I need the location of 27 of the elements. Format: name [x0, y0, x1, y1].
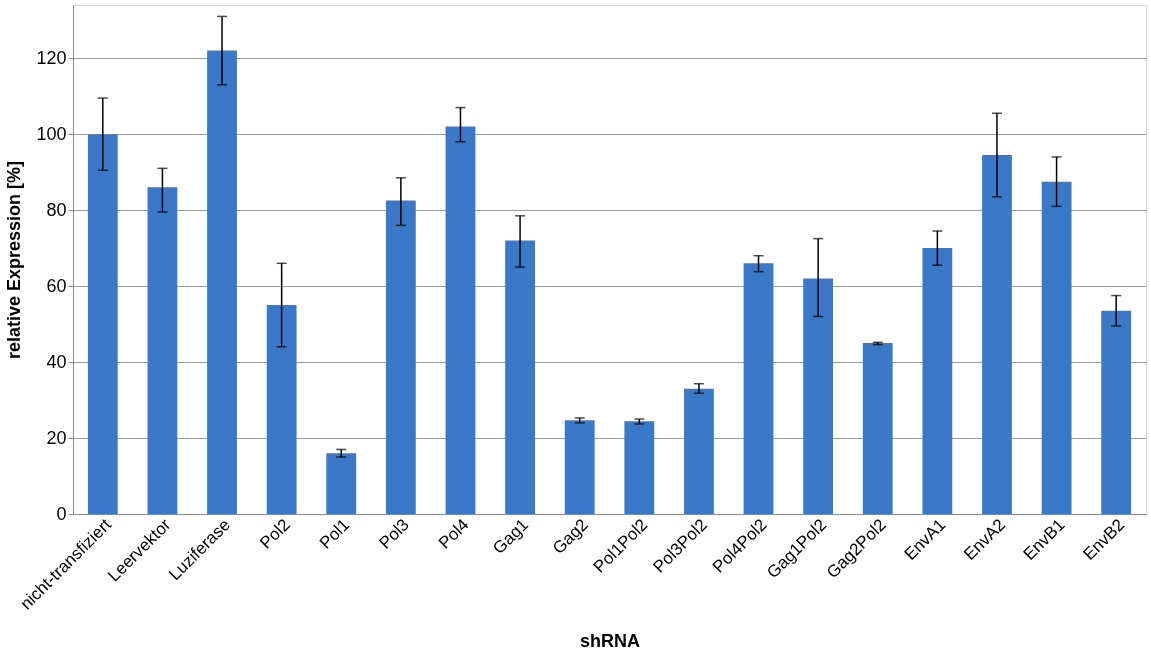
y-tick-label: 40 [46, 351, 67, 372]
y-tick-label: 60 [46, 275, 67, 296]
bar [385, 200, 416, 514]
x-axis-title: shRNA [579, 630, 641, 651]
y-tick-label: 0 [56, 503, 67, 524]
bar [207, 50, 237, 514]
y-tick-label: 80 [46, 199, 67, 220]
bar [862, 343, 893, 514]
bar [1101, 310, 1132, 514]
bar [982, 155, 1012, 514]
bar [922, 248, 953, 514]
bar [445, 126, 476, 514]
y-tick-label: 20 [46, 427, 67, 448]
bar [1041, 181, 1072, 514]
bar [624, 421, 655, 514]
y-tick-label: 100 [36, 123, 67, 144]
bar [684, 388, 714, 514]
bar [505, 240, 535, 514]
y-axis-title: relative Expression [%] [4, 160, 25, 360]
bar [147, 187, 178, 514]
bar [266, 305, 297, 514]
bar [326, 453, 357, 514]
bar [87, 134, 118, 514]
y-tick-label: 120 [36, 47, 67, 68]
bar [743, 263, 774, 514]
bar [803, 278, 834, 514]
bar [564, 420, 595, 514]
